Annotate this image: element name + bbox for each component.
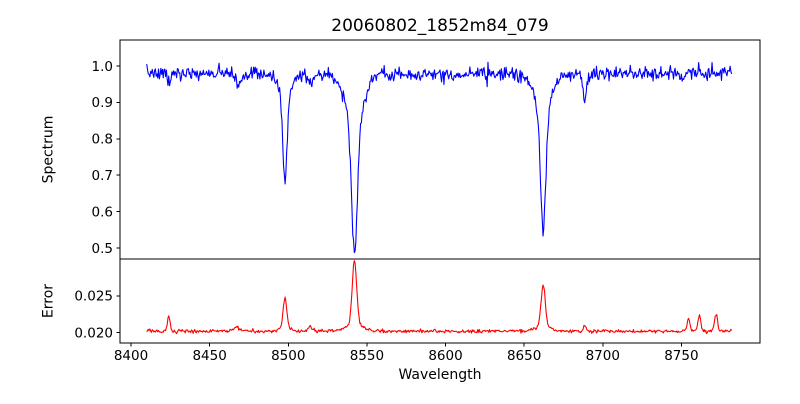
x-tick-label: 8700 xyxy=(586,348,620,364)
x-tick-label: 8400 xyxy=(114,348,148,364)
x-tick-label: 8450 xyxy=(192,348,226,364)
x-tick-label: 8600 xyxy=(428,348,462,364)
error-y-tick-label: 0.025 xyxy=(74,289,113,305)
chart-title: 20060802_1852m84_079 xyxy=(331,16,548,36)
spectrum-y-tick-label: 0.7 xyxy=(92,168,113,184)
x-axis-label: Wavelength xyxy=(398,367,481,383)
x-tick-label: 8650 xyxy=(507,348,541,364)
spectrum-y-axis-label: Spectrum xyxy=(41,116,57,184)
spectrum-y-tick-label: 0.5 xyxy=(92,241,113,257)
spectrum-y-tick-label: 1.0 xyxy=(92,59,113,75)
error-y-axis-label: Error xyxy=(41,284,57,318)
spectrum-y-tick-label: 0.9 xyxy=(92,95,113,111)
x-tick-label: 8500 xyxy=(271,348,305,364)
error-y-tick-label: 0.020 xyxy=(74,325,113,341)
x-tick-label: 8550 xyxy=(350,348,384,364)
spectrum-y-tick-label: 0.8 xyxy=(92,132,113,148)
spectrum-line xyxy=(146,61,733,254)
spectrum-y-tick-label: 0.6 xyxy=(92,204,113,220)
error-line xyxy=(146,260,733,335)
axes-group: 0.5 0.6 0.7 0.8 0.9 1.0 0.020 0.025 8400 8450 8500… xyxy=(74,39,761,364)
error-panel-frame xyxy=(119,258,761,344)
x-tick-label: 8750 xyxy=(664,348,698,364)
